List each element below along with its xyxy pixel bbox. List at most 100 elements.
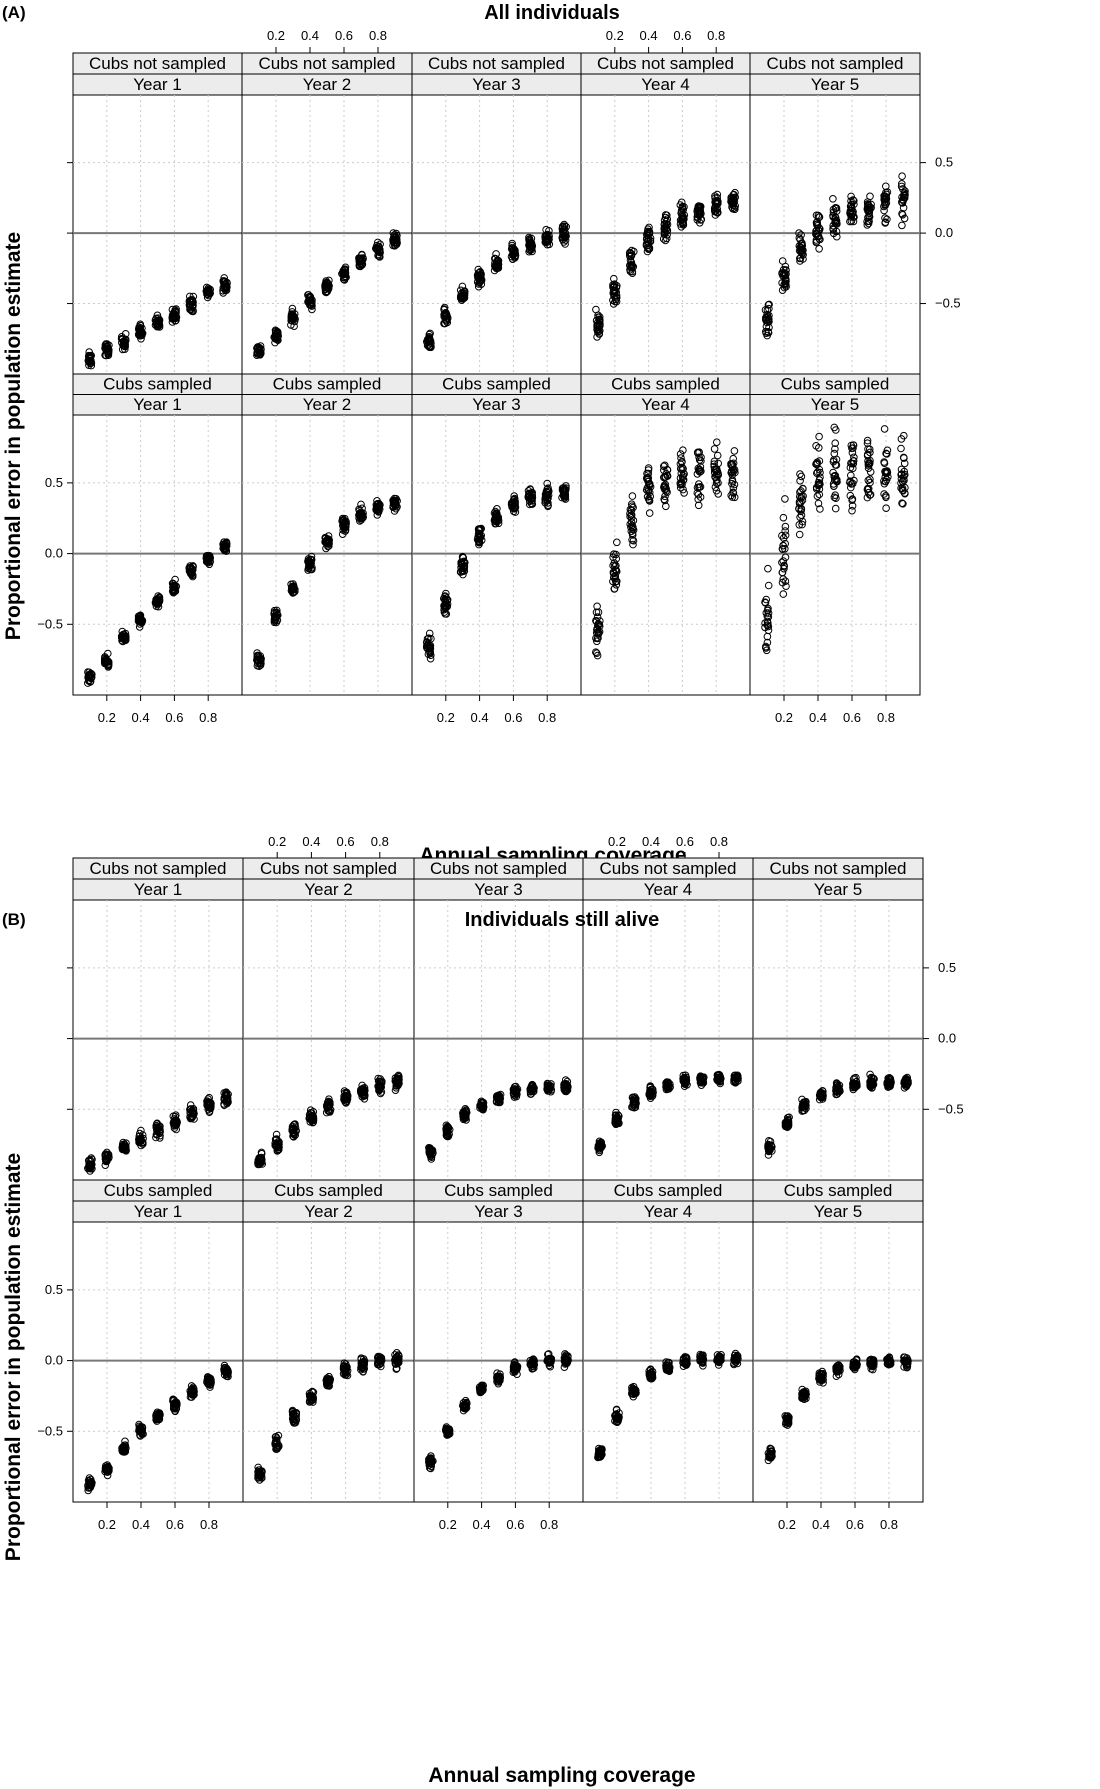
x-tick-label: 0.6 [335,28,353,43]
data-point [359,1365,368,1373]
strip-year-text: Year 2 [303,75,352,94]
strip-row-text: Cubs sampled [273,375,382,394]
data-point [564,1352,572,1360]
data-point [762,314,771,322]
data-point [613,1113,621,1122]
data-point [474,282,483,291]
strip-year-text: Year 1 [134,880,183,899]
data-point [729,205,737,213]
data-point [799,492,807,500]
data-point [104,661,113,670]
data-point [374,1354,383,1362]
data-point [779,575,788,583]
data-point [592,617,601,626]
x-tick-label: 0.6 [673,28,691,43]
data-point [627,527,636,536]
x-tick-label: 0.4 [640,28,658,43]
data-point [731,468,739,477]
data-point [205,288,214,297]
plot-frame [752,1221,924,1503]
data-point [427,1147,436,1156]
strip-year-text: Year 1 [133,75,182,94]
data-point [765,304,773,313]
plot-frame [752,899,924,1181]
data-point [595,628,604,636]
data-point [561,1359,570,1367]
data-point [627,500,636,509]
data-point [595,1447,604,1455]
data-point [155,316,163,325]
data-point [545,1358,554,1366]
x-tick-label: 0.4 [471,710,489,725]
data-point [529,1085,537,1094]
plot-frame [242,1221,415,1503]
data-point [628,1093,637,1102]
data-point [273,334,282,343]
data-point [848,496,856,505]
data-point [800,1389,808,1398]
data-point [375,1086,384,1095]
data-point [273,1141,281,1150]
x-tick-label: 0.2 [98,710,116,725]
data-point [782,266,790,274]
data-point [833,476,841,484]
data-point [392,240,401,249]
data-point [494,264,503,272]
data-point [781,522,790,531]
data-point [678,217,687,226]
data-point [695,453,703,462]
data-point [189,1108,197,1116]
data-point [779,557,788,565]
data-point [530,1084,538,1092]
data-point [325,536,333,544]
data-point [729,489,738,497]
data-point [900,431,908,440]
data-point [698,1354,707,1363]
data-point [819,1370,827,1378]
data-point [560,1353,569,1362]
data-point [815,213,823,221]
data-point [627,252,636,260]
data-point [631,1100,639,1109]
data-point [357,509,366,518]
data-point [223,1091,231,1100]
data-point [376,1078,385,1086]
data-point [324,1381,333,1389]
data-point [496,1093,504,1102]
data-point [426,1150,435,1159]
strip-year-text: Year 4 [644,880,693,899]
data-point [712,486,721,495]
data-point [645,223,653,232]
data-point [292,1416,301,1424]
data-point [612,577,620,586]
data-point [86,357,94,365]
data-point [796,254,804,263]
data-point [676,201,685,209]
data-point [883,1079,892,1088]
data-point [136,326,145,334]
data-point [525,492,533,501]
data-point [119,1145,127,1154]
data-point [102,1463,111,1472]
data-point [424,340,433,349]
data-point [512,1088,521,1096]
data-point [727,468,736,477]
data-point [156,1410,164,1419]
data-point [880,459,889,468]
data-point [796,492,804,501]
data-point [664,1359,673,1367]
data-point [426,654,435,663]
data-point [676,483,685,492]
data-point [526,1090,535,1098]
data-point [899,204,908,212]
x-tick-label: 0.8 [369,28,387,43]
data-point [494,1092,503,1101]
data-point [360,1086,368,1095]
data-point [865,460,874,468]
data-point [121,1441,130,1449]
data-point [696,468,704,476]
data-point [424,640,432,649]
data-point [898,211,907,219]
data-point [627,518,636,526]
data-point [493,1374,501,1382]
